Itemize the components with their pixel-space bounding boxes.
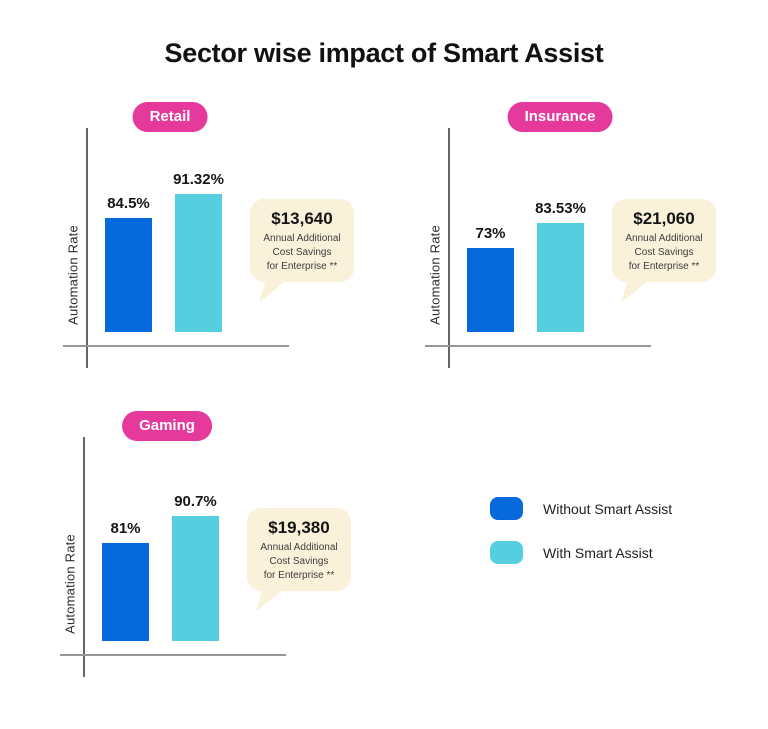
savings-caption-line: for Enterprise ** xyxy=(263,569,335,581)
x-axis-line xyxy=(60,654,286,656)
legend-item-without-smart-assist: Without Smart Assist xyxy=(490,497,672,520)
y-axis-line xyxy=(448,128,450,368)
bar-value-label: 83.53% xyxy=(535,200,586,217)
savings-callout: $21,060 Annual Additional Cost Savings f… xyxy=(612,199,716,303)
y-axis-label: Automation Rate xyxy=(65,225,81,325)
bar-group-with-smart-assist: 90.7% xyxy=(172,493,219,641)
sector-badge-retail: Retail xyxy=(132,102,208,132)
bar-group-with-smart-assist: 83.53% xyxy=(535,200,586,332)
legend-label: Without Smart Assist xyxy=(543,500,673,517)
savings-callout: $19,380 Annual Additional Cost Savings f… xyxy=(247,508,351,612)
bar-group-without-smart-assist: 81% xyxy=(102,520,149,641)
savings-amount: $13,640 xyxy=(271,209,333,228)
savings-amount: $19,380 xyxy=(268,518,330,537)
bar-with-smart-assist xyxy=(537,223,584,332)
x-axis-line xyxy=(425,345,651,347)
savings-caption-line: Cost Savings xyxy=(634,246,694,258)
savings-caption-line: Cost Savings xyxy=(272,246,332,258)
bar-value-label: 81% xyxy=(110,520,141,537)
savings-caption-line: Annual Additional xyxy=(625,233,703,244)
bar-group-without-smart-assist: 73% xyxy=(467,225,514,332)
page-title: Sector wise impact of Smart Assist xyxy=(164,38,604,68)
bar-with-smart-assist xyxy=(175,194,222,332)
sector-badge-insurance: Insurance xyxy=(507,102,613,132)
y-axis-label: Automation Rate xyxy=(62,534,78,634)
y-axis-line xyxy=(83,437,85,677)
bar-without-smart-assist xyxy=(102,543,149,641)
savings-callout: $13,640 Annual Additional Cost Savings f… xyxy=(250,199,354,303)
savings-caption-line: Annual Additional xyxy=(260,542,338,553)
legend-swatch-without-smart-assist xyxy=(490,497,523,520)
legend-label: With Smart Assist xyxy=(543,544,653,561)
bar-value-label: 73% xyxy=(475,225,506,242)
bar-value-label: 91.32% xyxy=(173,171,224,188)
bar-without-smart-assist xyxy=(105,218,152,332)
sector-badge-gaming: Gaming xyxy=(122,411,212,441)
legend-item-with-smart-assist: With Smart Assist xyxy=(490,541,672,564)
bar-with-smart-assist xyxy=(172,516,219,641)
callout-tail xyxy=(256,589,284,612)
savings-amount: $21,060 xyxy=(633,209,695,228)
bar-value-label: 90.7% xyxy=(174,493,217,510)
bar-group-with-smart-assist: 91.32% xyxy=(173,171,224,332)
chart-retail: Retail Automation Rate 84.5% 91.32% $13,… xyxy=(50,95,362,375)
callout-tail xyxy=(259,280,287,303)
chart-gaming: Gaming Automation Rate 81% 90.7% $19,380… xyxy=(47,404,359,684)
x-axis-line xyxy=(63,345,289,347)
chart-insurance: Insurance Automation Rate 73% 83.53% $21… xyxy=(412,95,724,375)
bar-group-without-smart-assist: 84.5% xyxy=(105,195,152,332)
bar-value-label: 84.5% xyxy=(107,195,150,212)
savings-caption-line: Cost Savings xyxy=(269,555,329,567)
callout-tail xyxy=(621,280,649,303)
y-axis-label: Automation Rate xyxy=(427,225,443,325)
savings-caption-line: for Enterprise ** xyxy=(266,260,338,272)
y-axis-line xyxy=(86,128,88,368)
savings-caption-line: Annual Additional xyxy=(263,233,341,244)
bar-without-smart-assist xyxy=(467,248,514,332)
savings-caption-line: for Enterprise ** xyxy=(628,260,700,272)
legend: Without Smart Assist With Smart Assist xyxy=(490,497,672,585)
legend-swatch-with-smart-assist xyxy=(490,541,523,564)
